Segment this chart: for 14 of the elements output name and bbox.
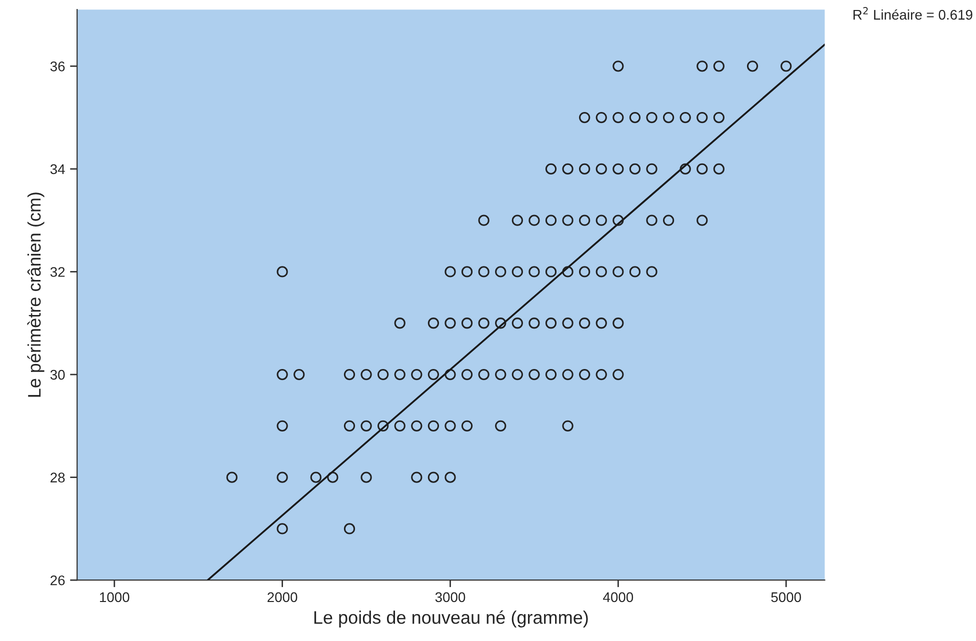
x-axis-title: Le poids de nouveau né (gramme) bbox=[314, 610, 588, 628]
y-axis-title: Le périmètre crânien (cm) bbox=[27, 192, 44, 397]
y-tick-label: 32 bbox=[50, 267, 65, 277]
x-tick-label: 3000 bbox=[435, 592, 466, 602]
x-tick-label: 4000 bbox=[603, 592, 634, 602]
x-tick-label: 1000 bbox=[100, 592, 130, 602]
y-tick-label: 34 bbox=[50, 164, 65, 174]
x-tick-label: 5000 bbox=[771, 592, 802, 602]
x-tick-label: 2000 bbox=[268, 592, 298, 602]
y-tick-label: 30 bbox=[50, 370, 65, 380]
y-tick-label: 28 bbox=[50, 472, 65, 482]
y-tick-label: 36 bbox=[50, 61, 65, 72]
y-tick-label: 26 bbox=[50, 575, 65, 586]
text: R$^{2}$ Linéaire = 0.619 bbox=[854, 7, 972, 20]
